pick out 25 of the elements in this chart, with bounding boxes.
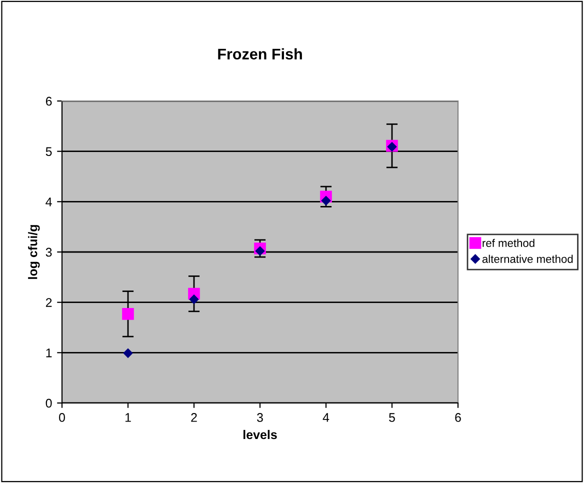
- y-tick-label: 2: [46, 298, 52, 307]
- x-tick-label: 0: [59, 413, 65, 422]
- x-tick-label: 1: [125, 413, 131, 422]
- point: [123, 348, 133, 358]
- point: [255, 246, 265, 256]
- point: [122, 308, 134, 320]
- point: [387, 142, 397, 152]
- point: [321, 196, 331, 206]
- y-tick-label: 3: [46, 248, 52, 257]
- y-tick-label: 0: [46, 398, 52, 408]
- y-axis-title: log cfui/g: [28, 225, 40, 279]
- y-tick-label: 5: [46, 147, 52, 156]
- point: [189, 294, 199, 304]
- y-tick-label: 6: [46, 96, 52, 106]
- x-tick-label: 4: [322, 413, 330, 422]
- x-tick-label: 2: [191, 413, 197, 422]
- x-tick-label: 5: [389, 413, 395, 422]
- chart-title: Frozen Fish: [218, 48, 302, 60]
- x-tick-label: 6: [455, 413, 461, 422]
- x-tick-label: 3: [257, 413, 263, 422]
- legend-label: ref method: [482, 238, 534, 248]
- legend-label: alternative method: [482, 254, 573, 263]
- y-tick-label: 4: [46, 198, 52, 206]
- y-tick-label: 1: [46, 348, 52, 358]
- x-axis-title: levels: [244, 430, 277, 440]
